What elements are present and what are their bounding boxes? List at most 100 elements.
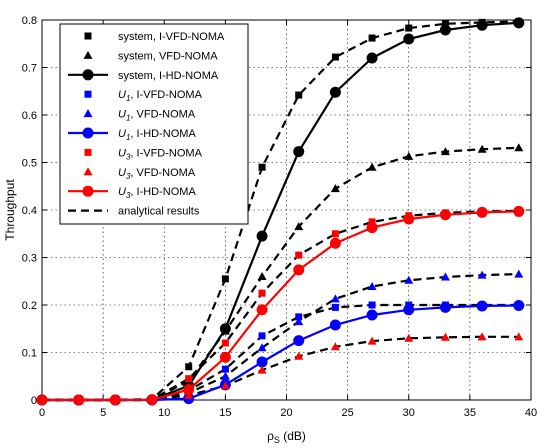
legend-label: U1, I-VFD-NOMA bbox=[118, 89, 203, 103]
data-point bbox=[294, 317, 304, 326]
data-point bbox=[477, 332, 487, 341]
data-point bbox=[514, 332, 524, 341]
data-point bbox=[403, 33, 415, 45]
y-tick-label: 0.1 bbox=[22, 348, 37, 360]
series-u3-vfd-noma bbox=[37, 332, 524, 404]
data-point bbox=[219, 323, 231, 335]
x-tick-label: 10 bbox=[158, 407, 170, 419]
data-point bbox=[331, 230, 339, 238]
data-point bbox=[256, 356, 268, 368]
data-point bbox=[295, 91, 303, 99]
y-tick-label: 0.3 bbox=[22, 253, 37, 265]
data-point bbox=[440, 147, 450, 156]
y-tick-label: 0.5 bbox=[22, 158, 37, 170]
data-point bbox=[367, 336, 377, 345]
data-point bbox=[405, 24, 413, 32]
data-point bbox=[440, 332, 450, 341]
y-tick-label: 0.2 bbox=[22, 300, 37, 312]
legend-marker bbox=[83, 167, 93, 176]
data-point bbox=[439, 301, 451, 313]
data-point bbox=[221, 275, 229, 283]
data-point bbox=[331, 303, 339, 311]
legend: system, I-VFD-NOMA system, VFD-NOMA system… bbox=[59, 23, 249, 225]
data-point bbox=[404, 333, 414, 342]
data-point bbox=[404, 151, 414, 160]
data-point bbox=[294, 351, 304, 360]
data-point bbox=[366, 222, 378, 234]
x-tick-label: 25 bbox=[342, 407, 354, 419]
data-point bbox=[220, 381, 230, 390]
data-point bbox=[220, 371, 230, 380]
data-point bbox=[146, 394, 158, 406]
legend-label: system, I-VFD-NOMA bbox=[118, 31, 225, 43]
data-point bbox=[185, 375, 193, 383]
x-axis-label-unit: (dB) bbox=[280, 429, 306, 443]
data-point bbox=[295, 313, 303, 321]
legend-label: U1, VFD-NOMA bbox=[118, 109, 196, 123]
data-point bbox=[367, 162, 377, 171]
data-point bbox=[185, 363, 193, 371]
x-tick-label: 40 bbox=[525, 407, 537, 419]
data-point bbox=[330, 294, 340, 303]
legend-label: U1, I-HD-NOMA bbox=[118, 128, 196, 142]
y-tick-label: 0.8 bbox=[22, 15, 37, 27]
x-tick-label: 20 bbox=[280, 407, 292, 419]
legend-marker bbox=[82, 127, 94, 139]
data-point bbox=[439, 24, 451, 36]
x-axis-label-sub: S bbox=[274, 435, 280, 445]
data-point bbox=[258, 289, 266, 297]
data-point bbox=[513, 205, 525, 217]
y-tick-label: 0.4 bbox=[22, 205, 37, 217]
legend-marker bbox=[83, 109, 93, 118]
ticks-layer: 0 5 10 15 20 25 30 35 40 0 0.1 0.2 0.3 0.4 0.5 0.6 0.7 0.… bbox=[22, 15, 537, 419]
x-tick-label: 15 bbox=[219, 407, 231, 419]
x-tick-label: 30 bbox=[403, 407, 415, 419]
y-axis-label: Throughput bbox=[3, 179, 17, 241]
axis-labels: ρS (dB) Throughput bbox=[3, 179, 306, 445]
legend-label: system, I-HD-NOMA bbox=[118, 70, 219, 82]
data-point bbox=[403, 213, 415, 225]
x-axis-label: ρS (dB) bbox=[267, 429, 306, 445]
x-tick-label: 35 bbox=[464, 407, 476, 419]
data-point bbox=[73, 394, 85, 406]
legend-marker bbox=[83, 50, 93, 59]
data-point bbox=[366, 52, 378, 64]
data-point bbox=[329, 237, 341, 249]
data-point bbox=[330, 342, 340, 351]
y-tick-label: 0.7 bbox=[22, 63, 37, 75]
data-point bbox=[258, 332, 266, 340]
data-point bbox=[329, 319, 341, 331]
series-line bbox=[42, 210, 519, 402]
data-point bbox=[404, 275, 414, 284]
data-point bbox=[36, 394, 48, 406]
data-point bbox=[257, 365, 267, 374]
legend-marker bbox=[84, 32, 92, 40]
data-point bbox=[331, 53, 339, 61]
data-point bbox=[329, 86, 341, 98]
x-tick-label: 5 bbox=[100, 407, 106, 419]
data-point bbox=[513, 17, 525, 29]
legend-marker bbox=[82, 185, 94, 197]
data-point bbox=[368, 218, 376, 226]
data-point bbox=[477, 270, 487, 279]
data-point bbox=[440, 272, 450, 281]
x-axis-label-main: ρ bbox=[267, 429, 274, 443]
data-point bbox=[293, 264, 305, 276]
data-point bbox=[476, 206, 488, 218]
data-point bbox=[219, 351, 231, 363]
data-point bbox=[293, 146, 305, 158]
data-point bbox=[256, 230, 268, 242]
data-point bbox=[439, 209, 451, 221]
data-point bbox=[513, 299, 525, 311]
x-tick-label: 0 bbox=[39, 407, 45, 419]
data-point bbox=[366, 309, 378, 321]
y-tick-label: 0 bbox=[31, 395, 37, 407]
data-point bbox=[367, 281, 377, 290]
legend-marker bbox=[84, 148, 92, 156]
data-point bbox=[514, 269, 524, 278]
data-point bbox=[403, 304, 415, 316]
data-point bbox=[293, 335, 305, 347]
data-point bbox=[295, 251, 303, 259]
legend-label: U3, VFD-NOMA bbox=[118, 167, 196, 181]
